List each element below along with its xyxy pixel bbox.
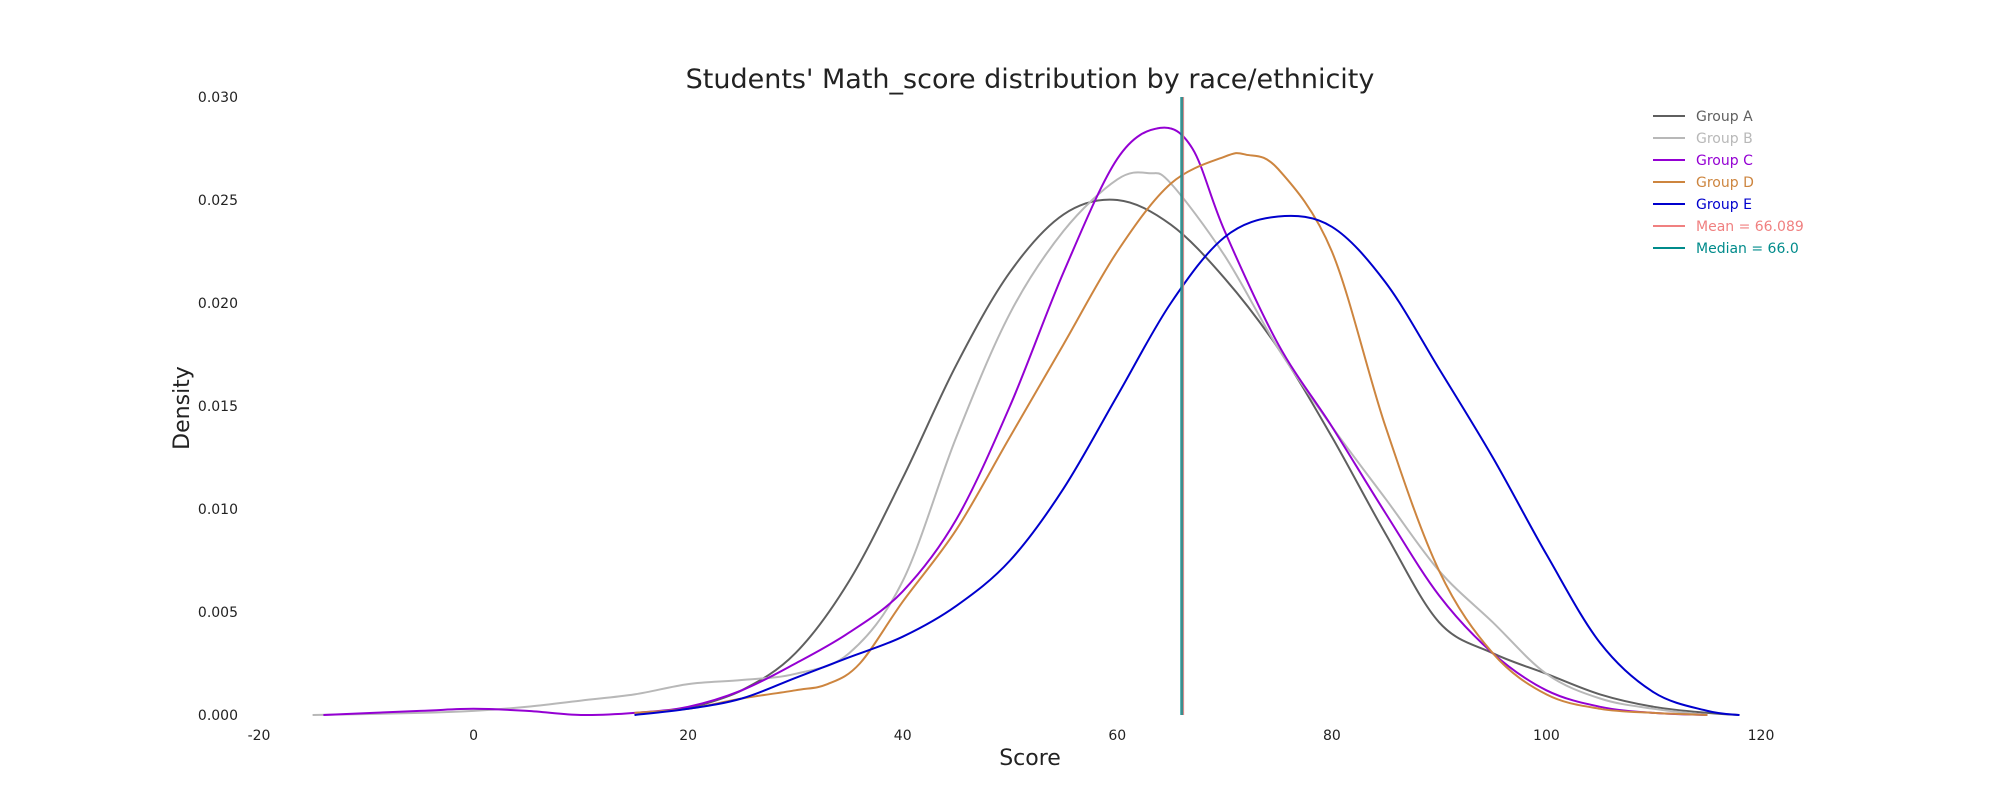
- y-tick-label: 0.000: [198, 708, 238, 724]
- x-tick-label: 100: [1533, 728, 1560, 744]
- series-line-group-c: [323, 126, 1708, 717]
- y-axis-title: Density: [170, 366, 195, 450]
- legend: Group A Group B Group C Group D Group E Mean …: [1653, 109, 1804, 257]
- y-axis-ticks: 0.000 0.005 0.010 0.015 0.020 0.025 0.030: [198, 90, 238, 724]
- legend-label-group-b: Group B: [1696, 131, 1753, 147]
- legend-label-group-c: Group C: [1696, 153, 1753, 169]
- series-line-group-e: [634, 214, 1740, 716]
- series-line-group-a: [687, 198, 1740, 716]
- series-line-group-d: [634, 152, 1708, 716]
- chart-title: Students' Math_score distribution by rac…: [686, 64, 1375, 95]
- x-tick-label: 120: [1748, 728, 1775, 744]
- series-line-group-b: [312, 171, 1708, 716]
- legend-label-median: Median = 66.0: [1696, 241, 1799, 257]
- y-tick-label: 0.005: [198, 605, 238, 621]
- legend-label-group-a: Group A: [1696, 109, 1753, 125]
- reference-lines: [1180, 97, 1185, 715]
- legend-label-group-e: Group E: [1696, 197, 1752, 213]
- x-tick-label: 20: [679, 728, 697, 744]
- x-tick-label: 40: [894, 728, 912, 744]
- y-tick-label: 0.025: [198, 193, 238, 209]
- x-axis-title: Score: [999, 746, 1061, 771]
- series-layer: [312, 126, 1740, 717]
- y-tick-label: 0.020: [198, 296, 238, 312]
- x-tick-label: 80: [1323, 728, 1341, 744]
- x-tick-label: -20: [248, 728, 271, 744]
- x-tick-label: 0: [469, 728, 478, 744]
- x-axis-ticks: -20 0 20 40 60 80 100 120: [248, 728, 1775, 744]
- legend-label-group-d: Group D: [1696, 175, 1754, 191]
- y-tick-label: 0.010: [198, 502, 238, 518]
- x-tick-label: 60: [1108, 728, 1126, 744]
- y-tick-label: 0.015: [198, 399, 238, 415]
- legend-label-mean: Mean = 66.089: [1696, 219, 1804, 235]
- y-tick-label: 0.030: [198, 90, 238, 106]
